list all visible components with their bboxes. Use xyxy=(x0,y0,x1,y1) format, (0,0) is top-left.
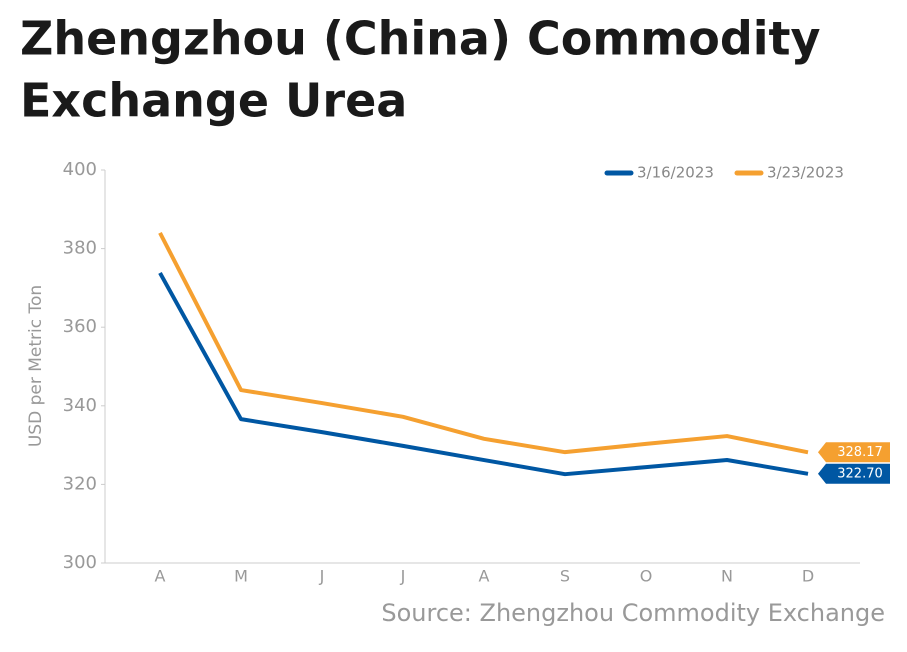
chart-title: Zhengzhou (China) Commodity xyxy=(20,12,821,66)
x-tick-label: A xyxy=(479,567,490,586)
source: Source: Zhengzhou Commodity Exchange xyxy=(381,599,885,627)
y-tick-label: 320 xyxy=(63,473,97,494)
value-label: 328.17 xyxy=(837,445,883,460)
line xyxy=(158,271,809,477)
chart-title: Exchange Urea xyxy=(20,74,407,128)
y-tick-label: 340 xyxy=(63,395,97,416)
value-label: 322.70 xyxy=(837,466,883,481)
x-tick-label: D xyxy=(802,567,814,586)
y-tick-label: 380 xyxy=(63,238,97,259)
y-axis-label: USD per Metric Ton xyxy=(26,285,46,447)
x-tick-label: N xyxy=(721,567,733,586)
y-tick-label: 400 xyxy=(63,159,97,180)
x-tick-label: S xyxy=(560,567,570,586)
x-tick-label: J xyxy=(400,567,406,586)
line xyxy=(158,231,809,455)
x-tick-label: M xyxy=(234,567,248,586)
y-tick-label: 360 xyxy=(63,316,97,337)
value-label-box xyxy=(818,463,890,484)
x-tick-label: A xyxy=(155,567,166,586)
y-tick-label: 300 xyxy=(63,552,97,573)
x-tick-label: O xyxy=(640,567,653,586)
legend-label: 3/16/2023 xyxy=(637,164,714,182)
legend-label: 3/23/2023 xyxy=(767,164,844,182)
value-label-box xyxy=(818,442,890,463)
x-tick-label: J xyxy=(319,567,325,586)
